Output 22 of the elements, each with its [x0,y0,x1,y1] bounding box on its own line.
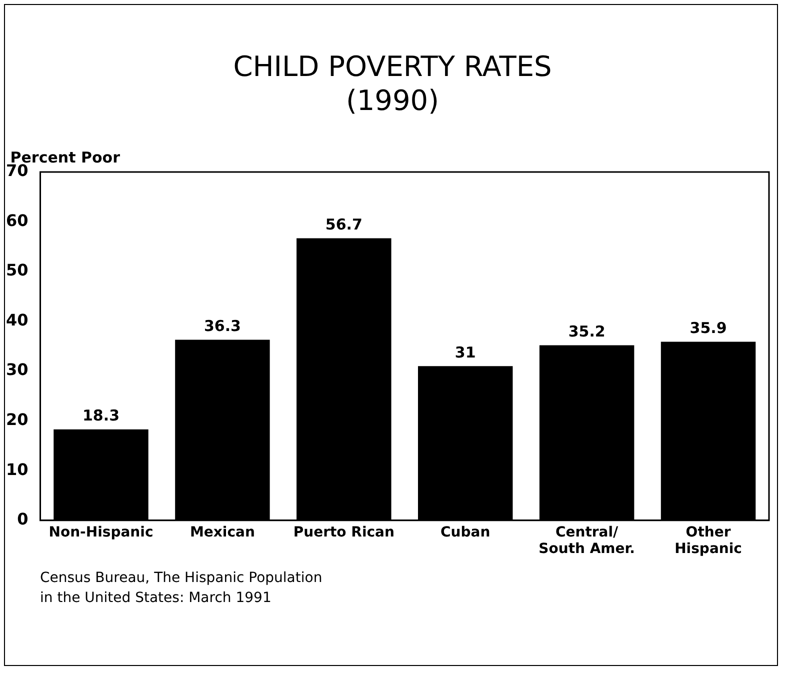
x-tick-label: Non-Hispanic [48,524,154,540]
data-label: 31 [454,344,476,362]
x-tick-label: Mexican [190,524,255,540]
data-label: 56.7 [325,216,362,234]
y-tick-label: 0 [17,510,28,529]
y-tick-label: 40 [6,310,28,330]
x-tick-label: Cuban [440,524,490,540]
chart-subtitle: (1990) [344,84,440,118]
data-label: 18.3 [82,406,120,425]
y-tick-label: 20 [6,410,28,430]
text: Census Bureau, The Hispanic Population in the United States: March 1991 [40,569,322,608]
data-label: 35.2 [568,322,606,341]
y-tick-label: 50 [6,260,28,280]
y-tick-label: 30 [6,360,28,380]
data-label: 35.9 [690,319,727,338]
y-tick-label: 60 [6,210,28,230]
chart-title: CHILD POVERTY RATES [232,50,553,84]
x-tick-label: Other Hispanic [674,524,742,558]
data-label: 36.3 [204,317,241,336]
y-tick-label: 10 [6,460,28,479]
x-tick-label: Puerto Rican [293,524,394,540]
x-tick-label: Central/ South Amer. [538,524,635,558]
